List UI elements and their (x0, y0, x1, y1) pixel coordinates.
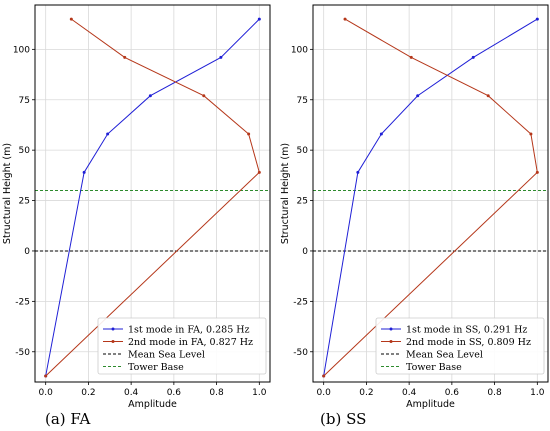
y-tick-label: 50 (297, 146, 309, 156)
series-2-point (123, 55, 127, 59)
series-2-point (486, 94, 490, 98)
x-tick-label: 0.2 (81, 388, 95, 398)
legend-entry: Mean Sea Level (128, 350, 205, 361)
series-1-point (471, 55, 475, 59)
x-tick-label: 1.0 (252, 388, 267, 398)
plot-frame (312, 4, 549, 383)
chart-panel-1: 0.0 0.2 0.4 0.6 0.8 1.0 -50 -25 0 25 50 75 100 Amplit… (2, 4, 271, 428)
y-tick-label: 100 (13, 45, 30, 55)
series-1-point (356, 170, 360, 174)
series-1-point (82, 170, 86, 174)
series-2-point (202, 94, 206, 98)
legend-entry: 1st mode in SS, 0.291 Hz (406, 325, 527, 336)
series-2-point (44, 374, 48, 378)
x-tick-label: 0.0 (317, 388, 332, 398)
y-tick-label: 0 (24, 247, 30, 257)
panel-caption: (b) SS (320, 410, 366, 428)
legend-entry: Tower Base (128, 362, 184, 373)
series-2-point (257, 170, 261, 174)
series-line-1 (323, 18, 538, 377)
x-tick-label: 0.4 (402, 388, 417, 398)
x-axis-label: Amplitude (406, 399, 455, 410)
y-tick-label: 50 (19, 146, 31, 156)
x-tick-label: 0.8 (209, 388, 224, 398)
series-1-point (535, 17, 539, 21)
legend-entry: 2nd mode in FA, 0.827 Hz (128, 337, 253, 348)
y-tick-label: -25 (293, 297, 308, 307)
y-tick-label: 100 (291, 45, 308, 55)
legend-marker (111, 327, 115, 331)
y-tick-label: 25 (19, 197, 30, 207)
x-tick-label: 0.6 (445, 388, 460, 398)
x-tick-label: 0.6 (167, 388, 182, 398)
x-tick-label: 0.4 (124, 388, 139, 398)
y-tick-label: 75 (19, 96, 30, 106)
series-2-point (529, 132, 533, 136)
series-2-point (343, 17, 347, 21)
series-2-point (322, 374, 326, 378)
y-axis-label: Structural Height (m) (280, 143, 291, 244)
series-1-point (416, 94, 420, 98)
y-tick-label: 0 (302, 247, 308, 257)
x-axis-label: Amplitude (128, 399, 177, 410)
series-2-point (535, 170, 539, 174)
y-tick-label: 25 (297, 197, 308, 207)
x-tick-label: 0.0 (39, 388, 54, 398)
series-1-point (379, 132, 383, 136)
series-line-1 (45, 18, 260, 377)
y-tick-label: -50 (15, 348, 30, 358)
legend-box (375, 317, 545, 375)
legend-entry: 2nd mode in SS, 0.809 Hz (406, 337, 531, 348)
legend-entry: 1st mode in FA, 0.285 Hz (128, 325, 250, 336)
series-2-point (69, 17, 73, 21)
series-1-point (148, 94, 152, 98)
x-tick-label: 0.2 (359, 388, 373, 398)
legend-box (97, 317, 267, 375)
legend-marker (389, 327, 393, 331)
x-tick-label: 1.0 (530, 388, 545, 398)
panel-caption: (a) FA (45, 410, 91, 428)
series-line-2 (323, 18, 538, 377)
series-line-2 (45, 18, 260, 377)
legend-marker (111, 340, 115, 343)
y-axis-label: Structural Height (m) (2, 143, 13, 244)
x-tick-label: 0.8 (487, 388, 502, 398)
series-1-point (219, 55, 223, 59)
legend-marker (389, 340, 393, 343)
series-2-point (409, 55, 413, 59)
plot-frame (34, 4, 271, 383)
legend-entry: Mean Sea Level (406, 350, 483, 361)
chart-panel-2: 0.0 0.2 0.4 0.6 0.8 1.0 -50 -25 0 25 50 75 100 Amplit… (280, 4, 549, 428)
y-tick-label: -50 (293, 348, 308, 358)
series-1-point (106, 132, 110, 136)
y-tick-label: -25 (15, 297, 30, 307)
series-1-point (257, 17, 261, 21)
y-tick-label: 75 (297, 96, 308, 106)
series-2-point (247, 132, 251, 136)
legend-entry: Tower Base (406, 362, 462, 373)
